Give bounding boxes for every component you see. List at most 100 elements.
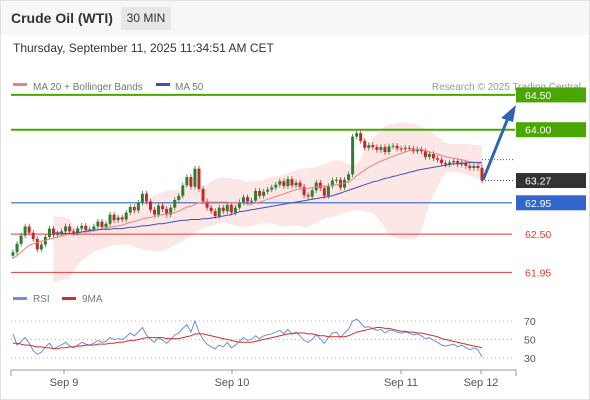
- time-label-1: Sep 10: [215, 377, 250, 389]
- resistance-1-label: 64.00: [525, 125, 551, 137]
- candle-body-50: [213, 211, 217, 217]
- time-label-2: Sep 11: [384, 377, 418, 389]
- time-axis: Sep 9 Sep 10 Sep 11 Sep 12: [10, 369, 517, 389]
- rsi-panel: 30 50 70: [11, 316, 536, 365]
- candle-body-96: [399, 148, 403, 150]
- ma50-legend-label: MA 50: [175, 82, 204, 93]
- resistance-1-tag: [516, 122, 586, 138]
- candle-body-53: [225, 204, 229, 212]
- candle-body-5: [31, 232, 35, 239]
- candle-body-41: [177, 195, 181, 201]
- candle-body-42: [181, 185, 185, 196]
- candle-body-57: [241, 197, 245, 203]
- timeframe-button[interactable]: 30 MIN: [121, 7, 171, 30]
- resistance-2-label: 64.50: [525, 90, 551, 102]
- rsi-tick-30: 30: [524, 353, 536, 365]
- pivot-tag: [516, 195, 586, 211]
- ma50-legend-swatch: [156, 83, 170, 86]
- candle-body-74: [310, 190, 314, 197]
- candle-body-27: [120, 217, 124, 220]
- candle-body-67: [282, 181, 286, 187]
- candle-body-47: [201, 188, 205, 202]
- candle-body-39: [169, 207, 173, 215]
- candle-body-28: [124, 212, 128, 220]
- candle-body-88: [367, 145, 371, 148]
- candle-body-26: [116, 217, 120, 221]
- candle-body-52: [221, 207, 225, 212]
- candle-body-51: [217, 207, 221, 217]
- candle-body-34: [148, 201, 152, 210]
- candle-body-17: [80, 225, 84, 229]
- ma20-legend-swatch: [13, 83, 27, 86]
- candle-body-89: [371, 145, 375, 148]
- candle-body-13: [64, 226, 68, 232]
- candle-body-61: [258, 190, 262, 196]
- candle-body-33: [144, 193, 148, 202]
- forecast-arrow-head: [501, 105, 516, 122]
- datetime-label: Thursday, September 11, 2025 11:34:51 AM…: [13, 41, 274, 55]
- candle-body-10: [51, 228, 55, 235]
- candle-body-59: [250, 200, 254, 202]
- candle-body-45: [193, 168, 197, 187]
- candle-body-114: [472, 165, 476, 168]
- candle-body-71: [298, 182, 302, 187]
- candle-body-93: [387, 146, 391, 152]
- candle-body-78: [326, 186, 330, 196]
- candle-body-98: [407, 147, 411, 149]
- price-panel: 64.50 64.00 63.27 62.95 62.50 61.95: [11, 87, 586, 283]
- ma20-line: [12, 148, 483, 259]
- candle-body-25: [112, 214, 116, 221]
- candle-body-38: [165, 209, 169, 215]
- candle-body-115: [476, 165, 480, 168]
- candle-body-77: [322, 188, 326, 196]
- candle-body-32: [140, 193, 144, 203]
- candle-body-3: [23, 226, 27, 236]
- candle-body-66: [278, 181, 282, 185]
- pivot-label: 62.95: [525, 198, 551, 210]
- candle-body-69: [290, 179, 294, 186]
- candle-body-37: [161, 205, 165, 210]
- candle-body-2: [19, 235, 23, 244]
- candle-body-20: [92, 226, 96, 230]
- candle-body-60: [254, 190, 258, 201]
- resistance-2-tag: [516, 87, 586, 103]
- candle-body-16: [76, 228, 80, 233]
- candle-body-87: [363, 140, 367, 148]
- candle-body-68: [286, 179, 290, 187]
- rsi-legend-swatch: [13, 297, 27, 300]
- candle-body-79: [330, 180, 334, 187]
- candle-body-109: [452, 161, 456, 163]
- candle-body-106: [440, 159, 444, 164]
- candle-body-31: [136, 202, 140, 211]
- candle-body-36: [157, 205, 161, 215]
- candle-body-90: [375, 147, 379, 150]
- candle-body-23: [104, 223, 108, 228]
- candle-body-56: [237, 202, 241, 208]
- candle-body-1: [15, 243, 19, 253]
- candle-body-7: [39, 244, 43, 250]
- candle-body-29: [128, 206, 132, 213]
- candle-body-55: [233, 207, 237, 213]
- candle-body-108: [448, 162, 452, 165]
- candle-body-22: [100, 221, 104, 228]
- candle-body-35: [153, 209, 157, 215]
- candle-body-49: [209, 207, 213, 212]
- candle-body-63: [266, 189, 270, 192]
- candle-body-83: [347, 174, 351, 180]
- candle-body-110: [456, 161, 460, 165]
- candle-body-94: [391, 145, 395, 147]
- candle-body-92: [383, 147, 387, 152]
- candle-body-30: [132, 206, 136, 211]
- candle-body-72: [302, 186, 306, 196]
- candle-body-84: [351, 136, 355, 175]
- candle-body-80: [334, 179, 338, 181]
- candle-body-4: [27, 226, 31, 233]
- candle-body-103: [427, 154, 431, 157]
- candle-body-85: [355, 133, 359, 137]
- ma50-line: [53, 161, 482, 234]
- candle-body-6: [35, 238, 39, 250]
- candle-body-18: [84, 225, 88, 230]
- candle-body-15: [72, 231, 76, 233]
- rsi-ma-line: [13, 327, 483, 350]
- rsi-line: [12, 318, 483, 358]
